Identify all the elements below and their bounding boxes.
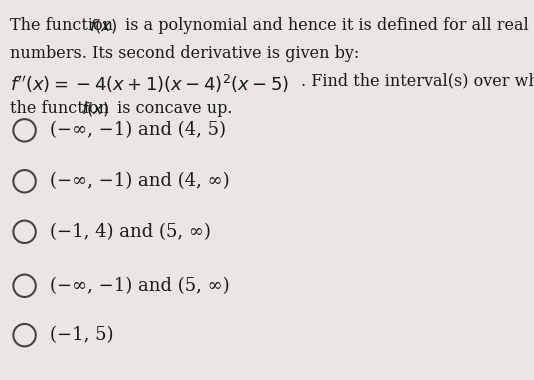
Text: $f(x)$: $f(x)$ <box>89 17 117 35</box>
Ellipse shape <box>13 324 36 347</box>
Ellipse shape <box>13 220 36 243</box>
Text: (−1, 5): (−1, 5) <box>50 326 113 344</box>
Ellipse shape <box>13 119 36 142</box>
Text: is a polynomial and hence it is defined for all real: is a polynomial and hence it is defined … <box>120 17 529 34</box>
Text: $f''(x) = -4(x+1)(x-4)^2(x-5)$: $f''(x) = -4(x+1)(x-4)^2(x-5)$ <box>10 73 289 95</box>
Text: . Find the interval(s) over which: . Find the interval(s) over which <box>301 73 534 90</box>
Ellipse shape <box>13 274 36 297</box>
Text: $f(x)$: $f(x)$ <box>81 100 109 118</box>
Text: The function: The function <box>10 17 117 34</box>
Text: is concave up.: is concave up. <box>112 100 233 117</box>
Text: numbers. Its second derivative is given by:: numbers. Its second derivative is given … <box>10 45 359 62</box>
Ellipse shape <box>13 170 36 193</box>
Text: (−∞, −1) and (4, ∞): (−∞, −1) and (4, ∞) <box>50 172 229 190</box>
Text: (−∞, −1) and (5, ∞): (−∞, −1) and (5, ∞) <box>50 277 229 295</box>
Text: (−∞, −1) and (4, 5): (−∞, −1) and (4, 5) <box>50 121 226 139</box>
Text: the function: the function <box>10 100 114 117</box>
Text: (−1, 4) and (5, ∞): (−1, 4) and (5, ∞) <box>50 223 210 241</box>
